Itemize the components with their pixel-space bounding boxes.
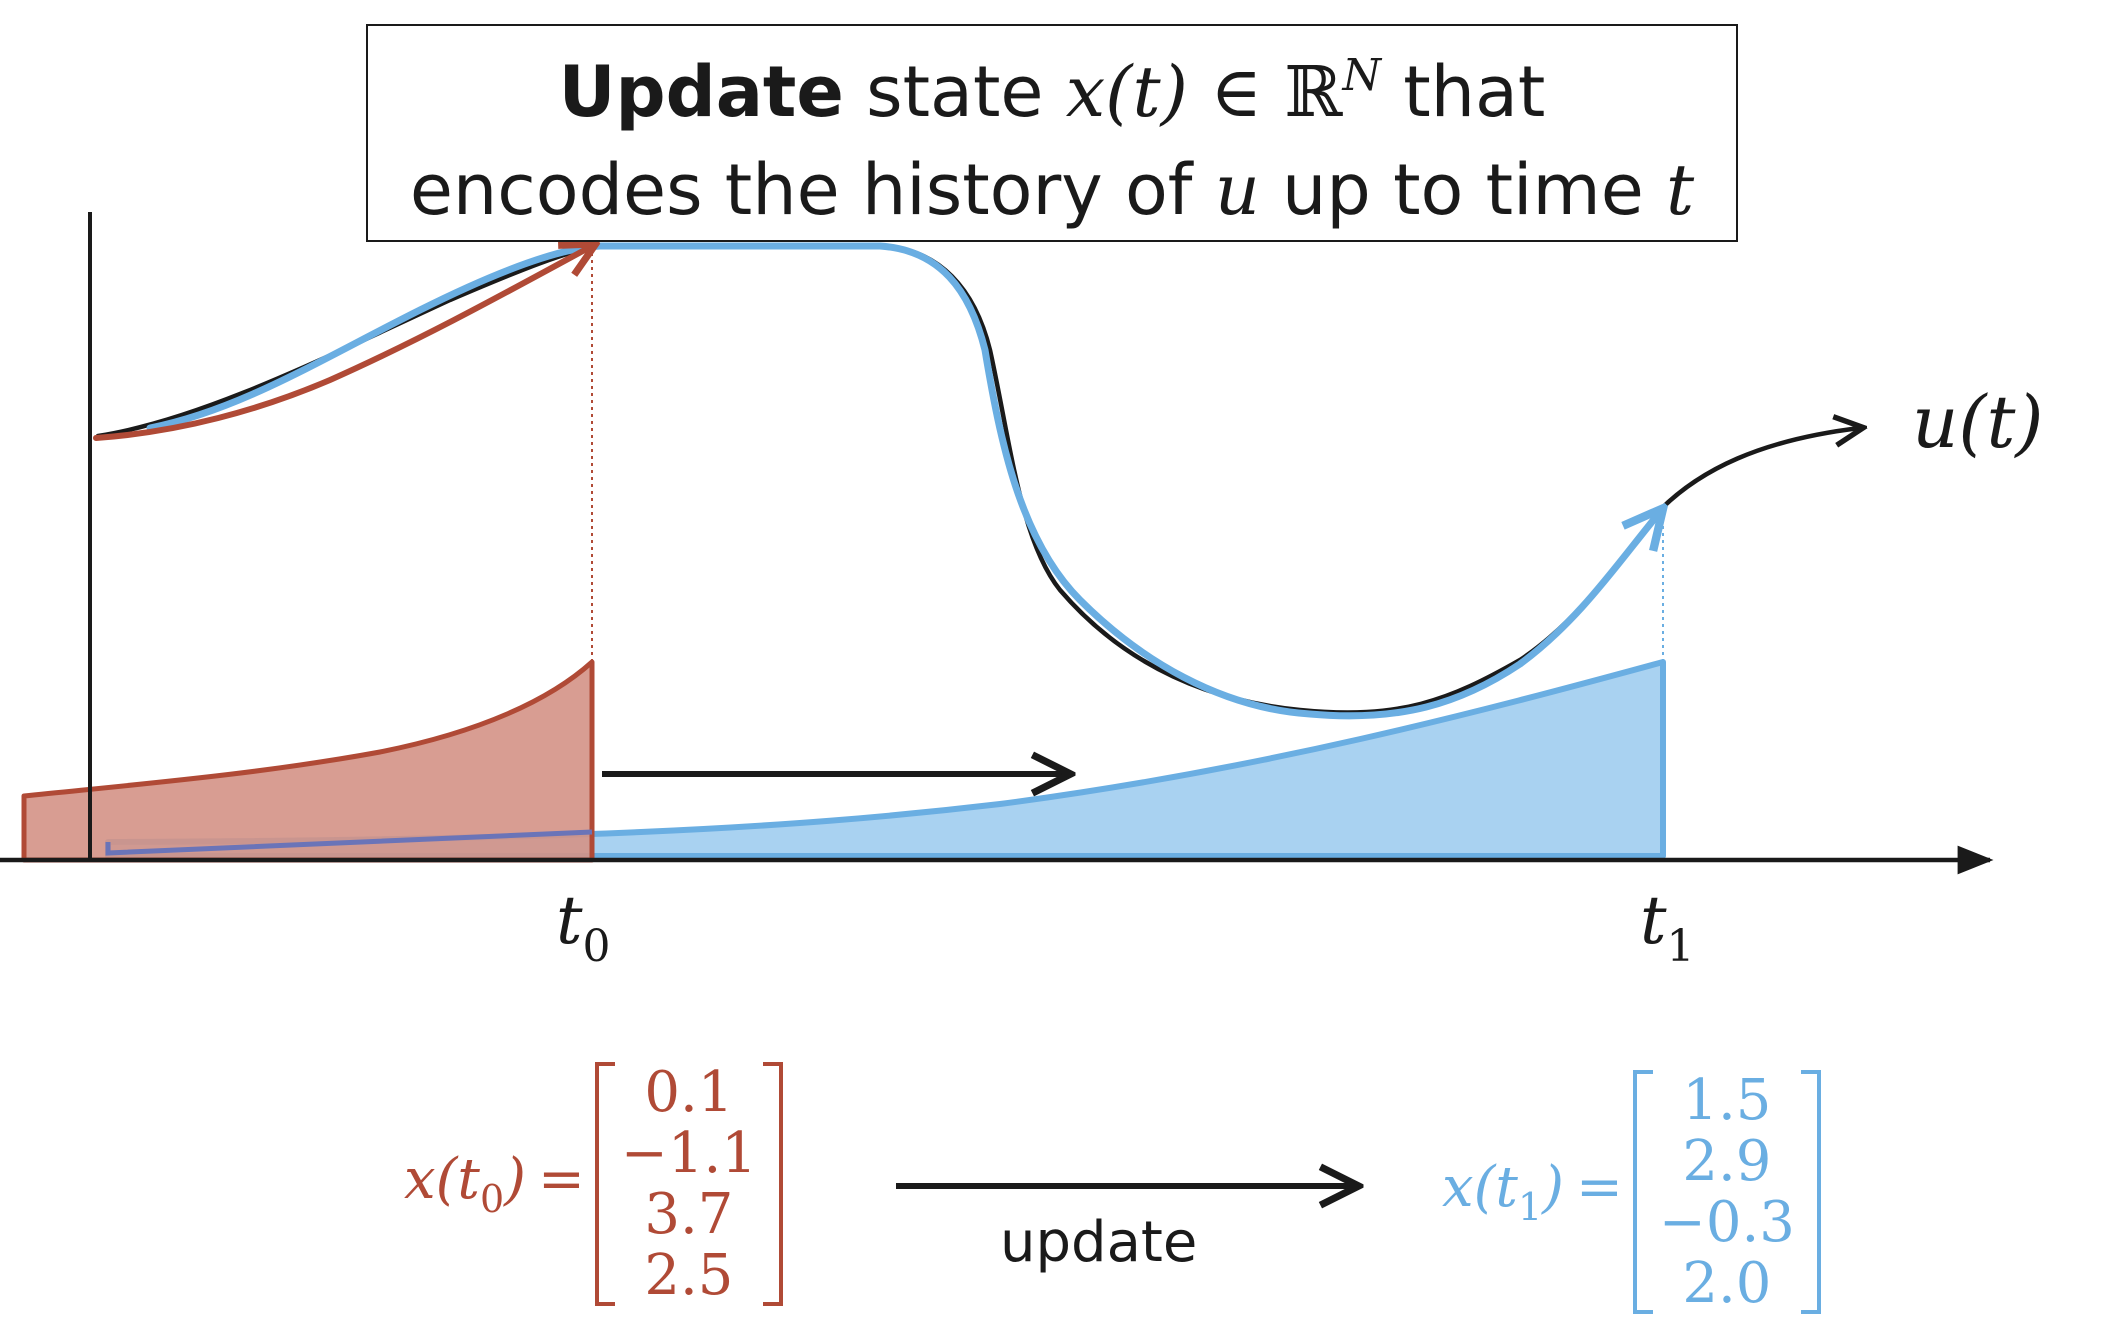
state-t1-lhs-base: x(t (1442, 1155, 1518, 1220)
state-t1-lhs-sub: 1 (1517, 1185, 1543, 1229)
title-reals-symbol: ℝ (1284, 51, 1343, 133)
title-text-2: encodes the history of (409, 149, 1215, 231)
tick-label-t0: t0 (556, 882, 611, 972)
title-keyword: Update (558, 51, 844, 133)
blue-approximation-curve (146, 242, 1660, 720)
state-t0-lhs-sub: 0 (479, 1177, 505, 1221)
blue-kernel-tail (105, 829, 593, 856)
red-memory-kernel (21, 659, 595, 863)
state-t0-entry: −1.1 (620, 1121, 757, 1186)
title-line-2: encodes the history of u up to time t (410, 141, 1694, 239)
state-t0-entry: 2.5 (644, 1243, 734, 1308)
title-time-symbol: t (1666, 149, 1695, 231)
state-t0-matrix: 0.1 −1.1 3.7 2.5 (594, 1060, 783, 1308)
title-box: Update state x(t) ∈ ℝN that encodes the … (366, 24, 1738, 242)
tick-t0-base: t (556, 882, 583, 959)
title-state-symbol: x(t) (1065, 51, 1188, 133)
state-vector-t1: x(t1) = 1.5 2.9 −0.3 2.0 (1442, 1070, 1821, 1314)
title-text-1: state (843, 51, 1066, 133)
title-dimension: N (1342, 50, 1381, 101)
state-t1-entry: 1.5 (1682, 1068, 1772, 1133)
title-line-1: Update state x(t) ∈ ℝN that (559, 27, 1546, 141)
state-t1-lhs-close: ) (1542, 1155, 1564, 1220)
state-t0-equals: = (537, 1147, 585, 1212)
state-t0-lhs-base: x(t (404, 1147, 480, 1212)
state-t1-equals: = (1575, 1155, 1623, 1220)
state-t1-entry: 2.9 (1682, 1129, 1772, 1194)
state-t0-entry: 3.7 (644, 1182, 734, 1247)
update-label: update (1000, 1210, 1198, 1275)
state-t1-matrix: 1.5 2.9 −0.3 2.0 (1632, 1068, 1821, 1316)
title-text-3: up to time (1259, 149, 1667, 231)
signal-label: u(t) (1912, 380, 2044, 464)
state-vector-t0: x(t0) = 0.1 −1.1 3.7 2.5 (404, 1062, 783, 1306)
state-t1-lhs: x(t1) = (1442, 1155, 1623, 1229)
state-t0-lhs: x(t0) = (404, 1147, 585, 1221)
tick-t1-sub: 1 (1666, 921, 1695, 972)
state-t1-entry: 2.0 (1682, 1251, 1772, 1316)
title-signal-symbol: u (1214, 149, 1260, 231)
red-approximation-curve (93, 246, 592, 441)
title-in-symbol: ∈ (1187, 51, 1285, 133)
tick-label-t1: t1 (1640, 882, 1695, 972)
state-t0-lhs-close: ) (504, 1147, 526, 1212)
title-text-tail: that (1380, 51, 1546, 133)
state-t0-entry: 0.1 (644, 1060, 734, 1125)
state-t1-entry: −0.3 (1658, 1190, 1795, 1255)
input-signal-curve (95, 243, 1860, 715)
tick-t1-base: t (1640, 882, 1667, 959)
tick-t0-sub: 0 (582, 921, 611, 972)
